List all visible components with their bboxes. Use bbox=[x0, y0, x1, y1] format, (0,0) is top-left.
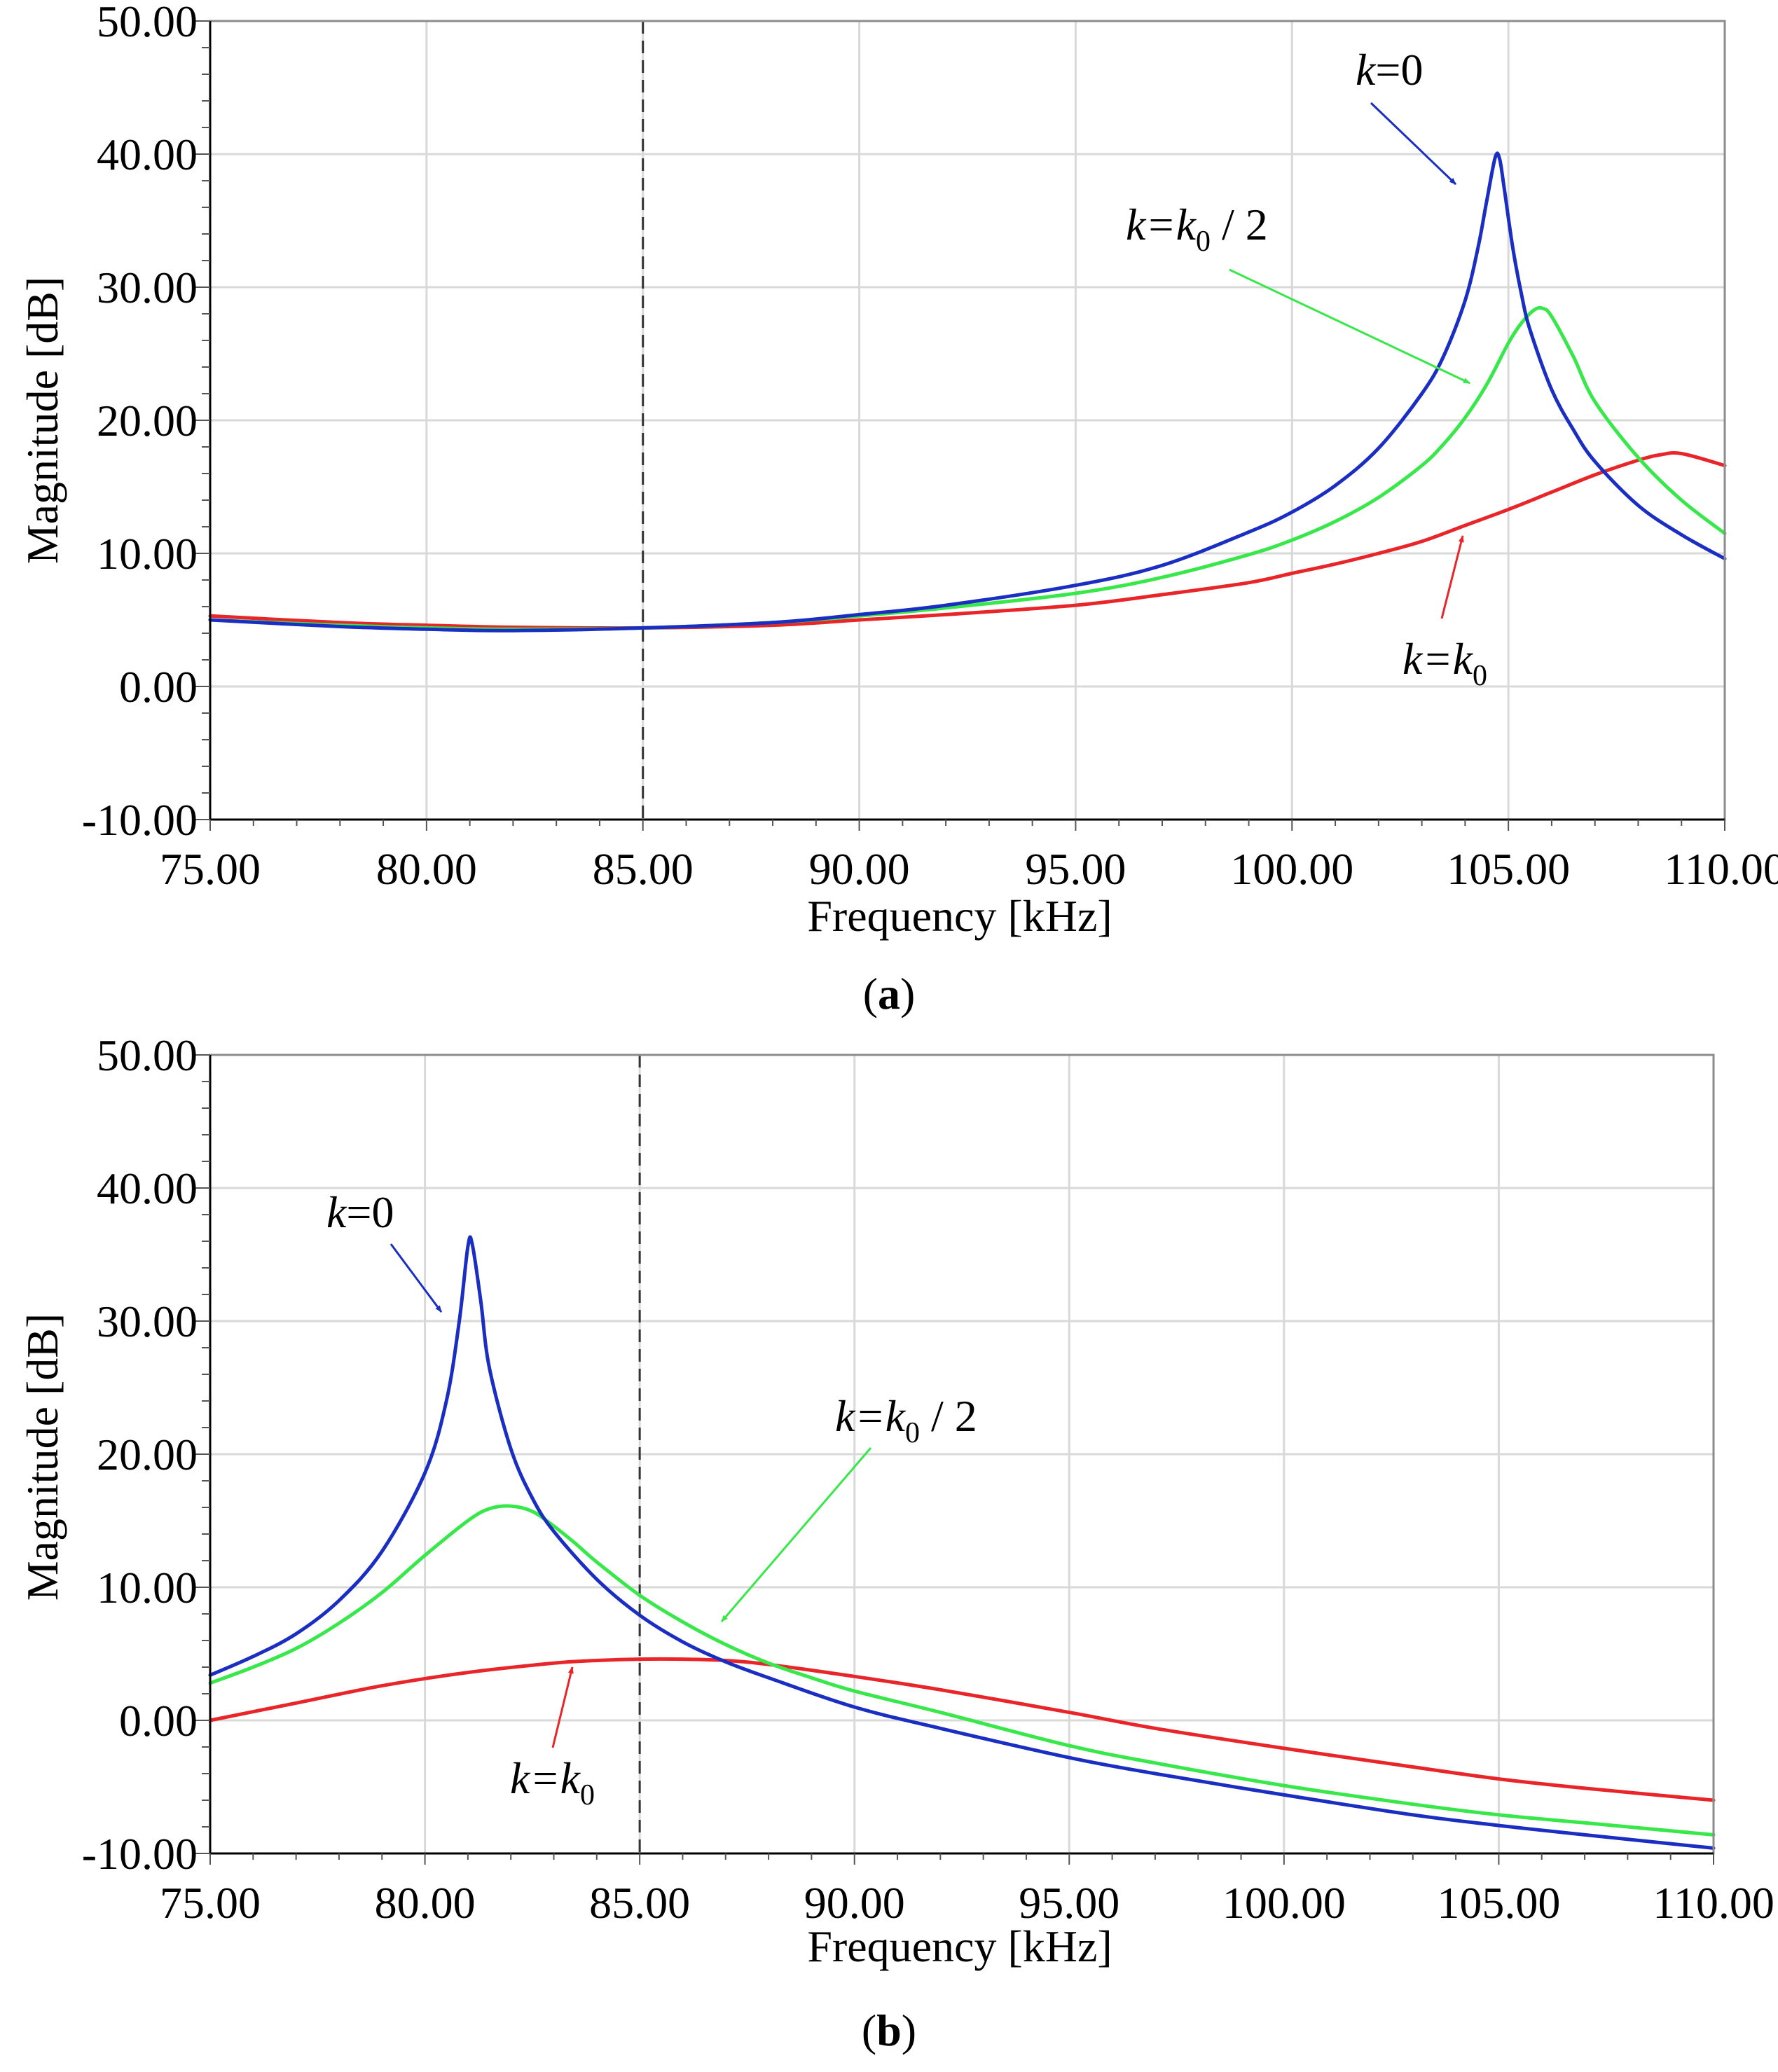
panel-b-x-tick-label: 110.00 bbox=[1653, 1878, 1774, 1928]
panel-b-caption-letter: b bbox=[876, 2005, 902, 2055]
panel-a-x-axis-title: Frequency [kHz] bbox=[807, 891, 1112, 941]
panel-b-series-k-0 bbox=[208, 1235, 1716, 1850]
panel-a-series-k-0 bbox=[208, 151, 1727, 633]
panel-a-annot-k-half: k=k0 / 2 bbox=[1126, 200, 1268, 258]
panel-a-y-tick-label: 40.00 bbox=[97, 130, 198, 179]
panel-a-series bbox=[208, 151, 1727, 633]
panel-a-x-tick-label: 90.00 bbox=[809, 844, 910, 894]
panel-a-y-tick-label: 0.00 bbox=[119, 662, 198, 712]
panel-a-grid bbox=[210, 21, 1725, 820]
panel-a-caption-letter: a bbox=[878, 969, 900, 1018]
panel-b-series bbox=[208, 1235, 1716, 1850]
panel-a-x-tick-label: 105.00 bbox=[1447, 844, 1570, 894]
panel-a-y-tick-label: 30.00 bbox=[97, 263, 198, 312]
panel-a-x-tick-label: 95.00 bbox=[1025, 844, 1126, 894]
panel-a-x-tick-label: 100.00 bbox=[1230, 844, 1353, 894]
panel-b-x-axis-title: Frequency [kHz] bbox=[807, 1921, 1112, 1971]
panel-b-annot-k-full: k=k0 bbox=[510, 1753, 595, 1811]
panel-a-y-axis-title: Magnitude [dB] bbox=[18, 277, 67, 565]
panel-b-ticks: 75.00 80.00 85.00 90.00 95.00 100.00 105.00 110… bbox=[82, 1030, 1774, 1928]
panel-a-y-tick-label: 20.00 bbox=[97, 396, 198, 446]
panel-b-x-tick-label: 95.00 bbox=[1019, 1878, 1119, 1928]
panel-b-x-tick-label: 105.00 bbox=[1437, 1878, 1560, 1928]
panel-b-annot-k0: k=0 bbox=[326, 1187, 394, 1237]
panel-a-y-tick-label: 10.00 bbox=[97, 529, 198, 579]
panel-b-arrow-k0 bbox=[390, 1243, 443, 1313]
panel-a-annot-k-full: k=k0 bbox=[1403, 634, 1487, 692]
panel-b-arrow-k-half bbox=[720, 1447, 872, 1622]
panel-b-axes bbox=[195, 1054, 1715, 1865]
panel-b-y-tick-label: 40.00 bbox=[97, 1163, 198, 1213]
panel-a-x-tick-label: 80.00 bbox=[376, 844, 477, 894]
panel-b-y-tick-label: 20.00 bbox=[97, 1430, 198, 1479]
panel-a-annot-k0: k=0 bbox=[1356, 45, 1424, 95]
panel-b-caption: (b) bbox=[862, 2005, 916, 2055]
panel-a-arrow-k-full bbox=[1440, 535, 1464, 619]
panel-b-x-tick-label: 100.00 bbox=[1222, 1878, 1346, 1928]
panel-b-annot-k-half: k=k0 / 2 bbox=[835, 1391, 977, 1449]
panel-a-chart: 75.00 80.00 85.00 90.00 95.00 100.00 105.00 110… bbox=[18, 0, 1778, 1018]
panel-a-ticks: 75.00 80.00 85.00 90.00 95.00 100.00 105.00 110… bbox=[82, 0, 1778, 894]
panel-b-x-tick-label: 80.00 bbox=[375, 1878, 476, 1928]
panel-a-arrow-k0 bbox=[1370, 102, 1457, 186]
panel-b-x-tick-label: 85.00 bbox=[589, 1878, 690, 1928]
panel-a-x-tick-label: 110.00 bbox=[1664, 844, 1778, 894]
panel-b-grid bbox=[210, 1055, 1714, 1853]
panel-a-caption: (a) bbox=[863, 969, 916, 1018]
panel-b-series-k-k0-2 bbox=[208, 1504, 1716, 1837]
panel-a-y-tick-label: -10.00 bbox=[82, 795, 198, 845]
panel-a-x-tick-label: 85.00 bbox=[593, 844, 694, 894]
panel-b-y-tick-label: 0.00 bbox=[119, 1696, 198, 1746]
panel-a-y-tick-label: 50.00 bbox=[97, 0, 198, 46]
panel-b-y-tick-label: -10.00 bbox=[82, 1829, 198, 1879]
panel-b-y-tick-label: 50.00 bbox=[97, 1030, 198, 1080]
panel-b-y-tick-label: 10.00 bbox=[97, 1563, 198, 1612]
panel-b-series-k-k0 bbox=[208, 1657, 1716, 1802]
panel-a-axes bbox=[195, 20, 1726, 831]
panel-a-x-tick-label: 75.00 bbox=[160, 844, 261, 894]
panel-b-x-tick-label: 75.00 bbox=[160, 1878, 261, 1928]
panel-b-y-tick-label: 30.00 bbox=[97, 1297, 198, 1346]
panel-b-y-axis-title: Magnitude [dB] bbox=[18, 1313, 67, 1601]
panel-b-x-tick-label: 90.00 bbox=[804, 1878, 905, 1928]
panel-a-series-k-k0 bbox=[208, 451, 1727, 630]
panel-a-series-k-k0-2 bbox=[208, 305, 1727, 631]
panel-b-chart: 75.00 80.00 85.00 90.00 95.00 100.00 105.00 110… bbox=[18, 1030, 1774, 2055]
panel-a-arrow-k-half bbox=[1229, 268, 1470, 385]
panel-b-arrow-k-full bbox=[551, 1666, 574, 1748]
